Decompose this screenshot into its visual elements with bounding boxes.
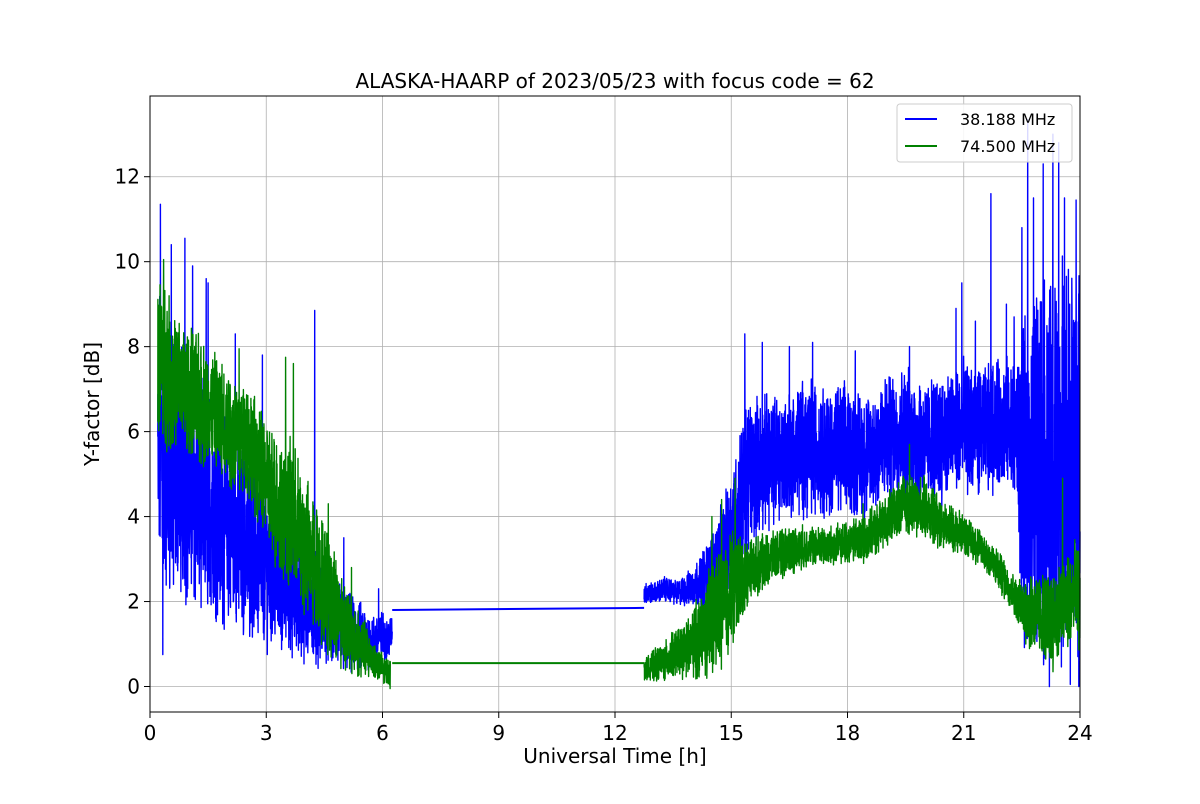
y-tick-label: 8 [127, 335, 140, 359]
y-tick-label: 2 [127, 590, 140, 614]
x-tick-label: 12 [602, 721, 627, 745]
x-tick-label: 9 [492, 721, 505, 745]
legend-box [896, 103, 1073, 163]
y-tick-label: 6 [127, 420, 140, 444]
y-tick-label: 0 [127, 675, 140, 699]
x-tick-label: 15 [719, 721, 744, 745]
x-axis-label: Universal Time [h] [523, 744, 706, 768]
y-tick-label: 10 [115, 250, 140, 274]
y-tick-label: 4 [127, 505, 140, 529]
legend-label-38mhz: 38.188 MHz [960, 110, 1055, 129]
x-tick-label: 6 [376, 721, 389, 745]
x-tick-label: 18 [835, 721, 860, 745]
x-tick-label: 24 [1067, 721, 1092, 745]
legend-label-74mhz: 74.500 MHz [960, 137, 1055, 156]
series-74mhz [157, 258, 1081, 690]
legend: 38.188 MHz 74.500 MHz [896, 103, 1073, 163]
series-layer [157, 118, 1081, 690]
y-axis-label: Y-factor [dB] [80, 342, 104, 467]
series-line-segment [392, 606, 645, 611]
x-tick-label: 3 [260, 721, 273, 745]
y-tick-label: 12 [115, 165, 140, 189]
x-tick-label: 0 [144, 721, 157, 745]
series-line-segment [643, 443, 1081, 682]
x-tick-label: 21 [951, 721, 976, 745]
chart-title: ALASKA-HAARP of 2023/05/23 with focus co… [355, 69, 874, 93]
series-line-segment [157, 258, 391, 690]
